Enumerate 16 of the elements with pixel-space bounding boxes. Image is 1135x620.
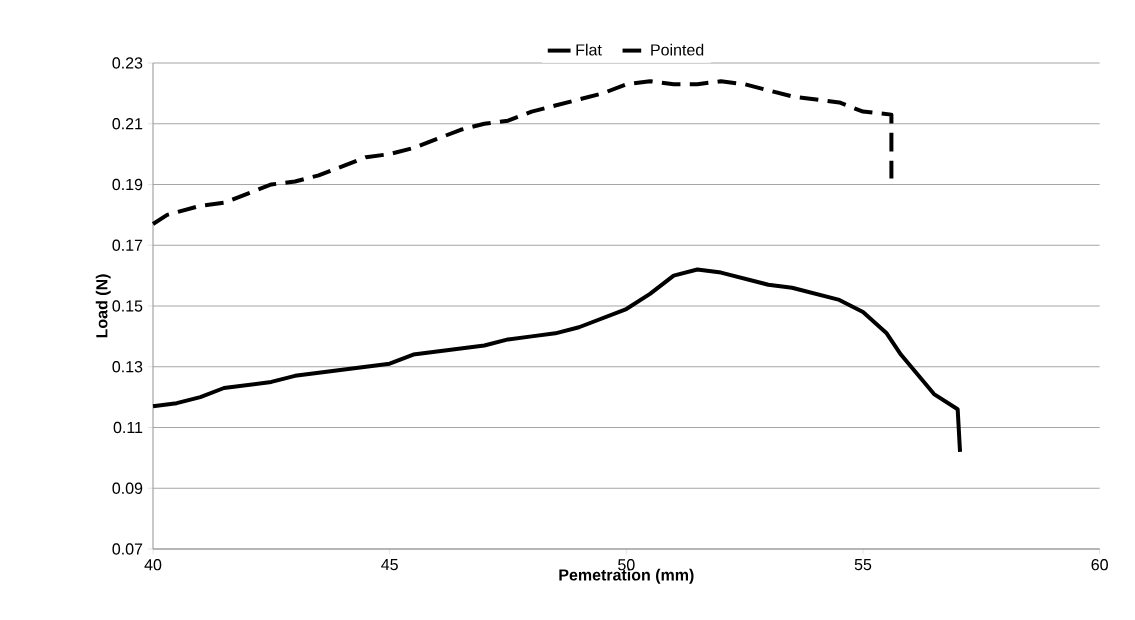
y-tick-label: 0.09	[112, 482, 143, 494]
y-tick-label: 0.23	[112, 57, 143, 69]
x-tick-label: 60	[1091, 559, 1108, 571]
y-tick-label: 0.13	[112, 361, 143, 373]
x-tick-label: 55	[854, 559, 872, 571]
legend-label: Pointed	[651, 43, 704, 56]
y-tick-label: 0.17	[112, 239, 143, 251]
y-tick-label: 0.07	[112, 543, 143, 555]
y-axis-title: Load (N)	[95, 274, 111, 338]
legend-label: Flat	[576, 43, 602, 56]
y-tick-label: 0.15	[112, 300, 143, 312]
y-tick-label: 0.11	[113, 421, 143, 434]
y-tick-label: 0.19	[112, 178, 143, 191]
y-tick-label: 0.21	[112, 118, 143, 130]
x-tick-label: 45	[381, 559, 398, 571]
x-tick-label: 40	[144, 559, 162, 571]
